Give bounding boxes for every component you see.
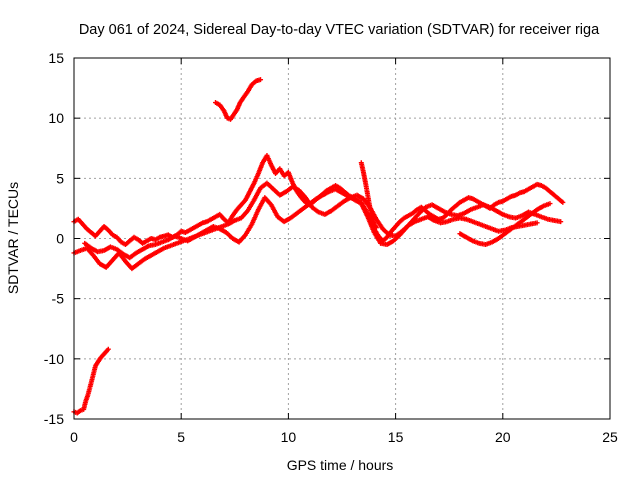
chart-title: Day 061 of 2024, Sidereal Day-to-day VTE… (79, 22, 600, 38)
y-tick-label: 5 (56, 170, 64, 186)
data-point (560, 199, 566, 205)
data-point (534, 220, 540, 226)
x-tick-label: 5 (177, 429, 185, 445)
x-tick-label: 15 (388, 429, 404, 445)
x-tick-label: 0 (70, 429, 78, 445)
series-trace-a (71, 152, 566, 248)
series-trace-d (358, 160, 553, 248)
x-axis-label: GPS time / hours (287, 457, 394, 473)
data-series (71, 77, 566, 416)
data-point (258, 77, 264, 83)
y-tick-label: -5 (52, 291, 65, 307)
data-point (558, 219, 564, 225)
y-tick-label: 0 (56, 231, 64, 247)
x-tick-label: 10 (281, 429, 297, 445)
y-tick-label: -15 (44, 411, 64, 427)
data-point (373, 225, 379, 231)
axis-ticks: 0 5 10 15 20 25 -15 -10 -5 0 5 10 15 (44, 50, 618, 445)
y-tick-label: 10 (48, 110, 64, 126)
series-low-start (71, 346, 111, 416)
x-tick-label: 25 (602, 429, 618, 445)
y-tick-label: 15 (48, 50, 64, 66)
y-axis-label: SDTVAR / TECUs (5, 182, 21, 294)
series-trace-b (71, 180, 540, 272)
data-point (105, 346, 111, 352)
y-tick-label: -10 (44, 351, 64, 367)
x-tick-label: 20 (495, 429, 511, 445)
data-point (547, 201, 553, 207)
series-trace-c (82, 186, 564, 261)
series-evening-high (213, 77, 264, 122)
